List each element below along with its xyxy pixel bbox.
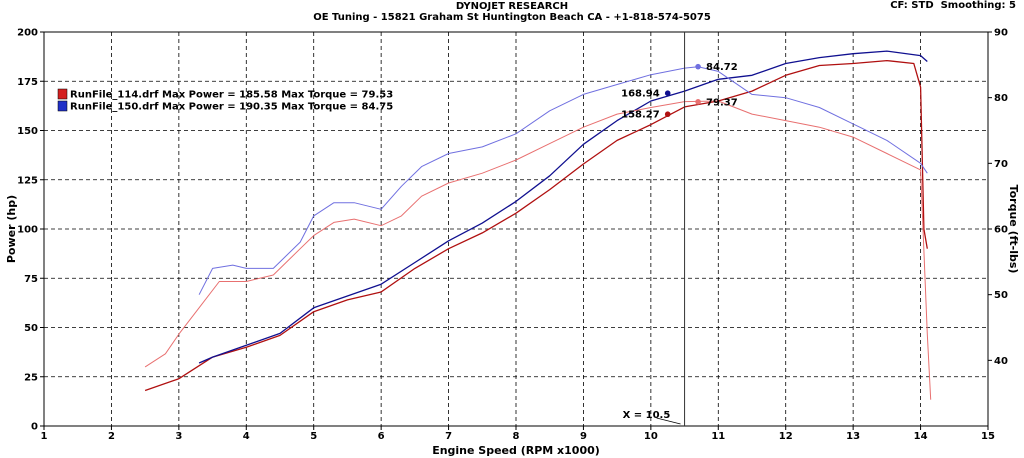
marker-point: [695, 63, 701, 70]
x-tick-label: 4: [243, 431, 250, 442]
x-tick-label: 5: [310, 431, 317, 442]
y-tick-label: 175: [17, 77, 38, 88]
y2-tick-label: 50: [994, 290, 1008, 301]
y-tick-label: 125: [17, 175, 38, 186]
chart-title: DYNOJET RESEARCH: [455, 1, 569, 12]
x-tick-label: 10: [644, 431, 658, 442]
x-tick-label: 7: [445, 431, 452, 442]
marker-label: 168.94: [621, 89, 660, 100]
x-tick-label: 6: [378, 431, 385, 442]
series-group: [144, 50, 932, 400]
legend-swatch: [57, 88, 68, 100]
y2-tick-label: 40: [994, 356, 1008, 367]
x-tick-label: 11: [711, 431, 725, 442]
x-tick-label: 14: [914, 431, 928, 442]
cursor-label-pointer: [656, 417, 681, 425]
x-tick-label: 15: [981, 431, 995, 442]
marker-label: 84.72: [706, 62, 738, 73]
y-tick-label: 100: [17, 225, 38, 236]
y2-tick-label: 90: [994, 28, 1008, 39]
series-line-4: [198, 66, 928, 295]
series-line-2: [198, 50, 928, 364]
x-tick-label: 2: [108, 431, 115, 442]
legend-entry: RunFile_114.drf Max Power = 185.58 Max T…: [70, 90, 393, 101]
legend-swatch: [57, 100, 68, 112]
series-line-3: [144, 100, 932, 400]
y2-axis-label: Torque (ft-lbs): [1007, 185, 1020, 274]
y-axis-label: Power (hp): [5, 195, 18, 263]
x-tick-label: 13: [846, 431, 860, 442]
markers-group: 168.94 158.27 84.72 79.37: [621, 62, 738, 121]
legend: RunFile_114.drf Max Power = 185.58 Max T…: [57, 88, 393, 113]
chart-subtitle: OE Tuning - 15821 Graham St Huntington B…: [313, 12, 711, 23]
marker-point: [695, 99, 701, 105]
series-line-1: [144, 59, 928, 392]
y-tick-label: 150: [17, 126, 38, 137]
x-tick-label: 9: [580, 431, 587, 442]
y2-tick-label: 70: [994, 159, 1008, 170]
y-tick-label: 0: [31, 422, 38, 433]
x-tick-label: 8: [513, 431, 520, 442]
marker-point: [664, 111, 671, 118]
smoothing-label: Smoothing: 5: [940, 0, 1016, 11]
x-tick-label: 1: [41, 431, 48, 442]
y2-tick-label: 80: [994, 93, 1008, 104]
x-tick-label: 12: [779, 431, 793, 442]
y-tick-label: 50: [24, 323, 38, 334]
cf-label: CF: STD: [890, 0, 934, 11]
cursor-group: X = 10.5: [623, 32, 686, 426]
x-tick-label: 3: [175, 431, 182, 442]
cursor-label: X = 10.5: [623, 410, 671, 421]
marker-label: 158.27: [621, 110, 660, 121]
x-axis-label: Engine Speed (RPM x1000): [432, 444, 600, 457]
axis-ticks: 1 2 3 4 5 6 7 8 9 10 11 12 13 14 150255075100125150175…: [17, 28, 1008, 443]
marker-label: 79.37: [706, 97, 738, 108]
y-tick-label: 75: [24, 274, 38, 285]
y2-tick-label: 60: [994, 225, 1008, 236]
settings-readout: CF: STD Smoothing: 5: [890, 0, 1016, 11]
legend-entry: RunFile_150.drf Max Power = 190.35 Max T…: [70, 102, 393, 113]
y-tick-label: 25: [24, 372, 38, 383]
marker-point: [664, 90, 671, 96]
y-tick-label: 200: [17, 28, 38, 39]
